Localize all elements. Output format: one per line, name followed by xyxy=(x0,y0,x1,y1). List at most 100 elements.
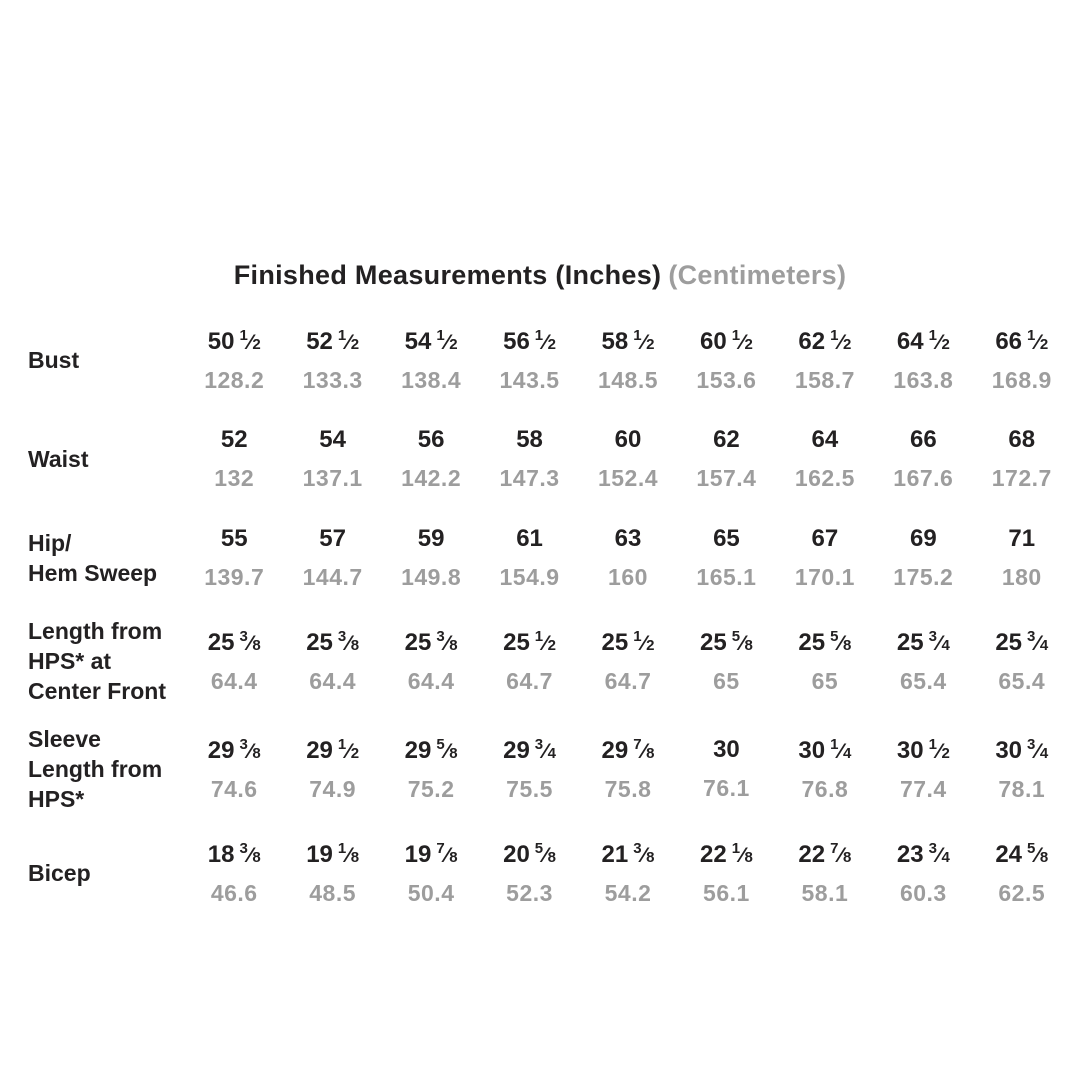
cm-value: 65 xyxy=(713,668,740,694)
measurement-cell: 18 3⁄8 46.6 xyxy=(185,841,283,905)
row-label-line: HPS* at xyxy=(28,648,112,674)
fraction: 5⁄8 xyxy=(535,841,556,867)
fraction-denominator: 2 xyxy=(646,637,655,654)
measurement-cell: 29 7⁄8 75.8 xyxy=(579,737,677,801)
fraction-numerator: 1 xyxy=(436,326,445,344)
fraction-slash: ⁄ xyxy=(642,330,646,354)
measurement-cell: 29 3⁄8 74.6 xyxy=(185,737,283,801)
cm-value: 154.9 xyxy=(499,563,560,590)
fraction-numerator: 1 xyxy=(337,326,347,344)
cm-value: 76.8 xyxy=(801,776,849,802)
cm-value: 54.2 xyxy=(604,879,652,906)
fraction-denominator: 2 xyxy=(350,745,360,762)
fraction: 3⁄4 xyxy=(535,737,556,763)
inches-value: 24 5⁄8 xyxy=(995,839,1049,868)
cm-value: 158.7 xyxy=(794,366,855,393)
fraction: 3⁄8 xyxy=(633,841,654,867)
fraction: 7⁄8 xyxy=(436,841,457,867)
inches-value: 23 3⁄4 xyxy=(896,839,950,868)
fraction: 1⁄2 xyxy=(535,328,556,354)
cm-value: 62.5 xyxy=(998,879,1046,906)
measurement-cell: 56 1⁄2 143.5 xyxy=(480,328,578,392)
inches-value: 52 1⁄2 xyxy=(306,326,360,355)
inches-value: 58 1⁄2 xyxy=(601,326,655,355)
inches-value: 25 1⁄2 xyxy=(601,628,655,656)
fraction-slash: ⁄ xyxy=(740,632,745,655)
fraction-denominator: 8 xyxy=(547,848,556,866)
cm-value: 168.9 xyxy=(991,366,1052,393)
fraction: 3⁄8 xyxy=(338,629,359,655)
cm-value: 78.1 xyxy=(998,776,1046,802)
measurement-cell: 69 175.2 xyxy=(874,526,972,590)
fraction-numerator: 3 xyxy=(239,839,248,857)
inches-value: 25 3⁄8 xyxy=(404,628,458,656)
inches-value: 56 1⁄2 xyxy=(503,326,556,355)
cm-value: 56.1 xyxy=(703,879,750,906)
fraction-numerator: 3 xyxy=(633,839,642,857)
fraction-numerator: 1 xyxy=(928,736,937,753)
row-label-line: Bicep xyxy=(28,859,91,886)
inches-value: 65 xyxy=(713,524,740,552)
inches-value: 25 3⁄8 xyxy=(207,628,261,656)
fraction-denominator: 8 xyxy=(350,848,360,866)
fraction: 1⁄2 xyxy=(929,328,950,354)
inches-value: 25 5⁄8 xyxy=(699,628,753,656)
fraction-slash: ⁄ xyxy=(642,843,646,867)
fraction-slash: ⁄ xyxy=(445,843,449,867)
fraction-numerator: 1 xyxy=(534,628,544,645)
measurement-cell: 22 7⁄8 58.1 xyxy=(776,841,874,905)
measurement-cell: 54 137.1 xyxy=(283,427,381,491)
fraction-denominator: 2 xyxy=(350,335,360,353)
measurement-cell: 25 3⁄8 64.4 xyxy=(382,629,480,693)
fraction-numerator: 3 xyxy=(239,736,248,753)
row-label: Hip/Hem Sweep xyxy=(28,528,185,588)
cm-value: 137.1 xyxy=(302,464,363,491)
cm-value: 58.1 xyxy=(801,879,849,906)
inches-value: 21 3⁄8 xyxy=(601,839,655,868)
inches-value: 60 1⁄2 xyxy=(699,326,753,355)
measurement-cell: 71 180 xyxy=(973,526,1071,589)
inches-value: 59 xyxy=(417,524,445,552)
cm-value: 75.5 xyxy=(506,776,553,802)
cm-value: 52.3 xyxy=(506,879,553,906)
row-label: Bicep xyxy=(28,858,185,888)
cm-value: 46.6 xyxy=(210,879,258,906)
fraction-slash: ⁄ xyxy=(1035,330,1040,354)
measurement-cell: 29 5⁄8 75.2 xyxy=(382,737,480,801)
measurement-cell: 25 5⁄8 65 xyxy=(776,629,874,693)
measurement-cell: 60 1⁄2 153.6 xyxy=(677,328,775,392)
fraction: 1⁄2 xyxy=(535,629,556,655)
inches-value: 55 xyxy=(220,524,248,552)
fraction-denominator: 4 xyxy=(1039,745,1049,762)
cm-value: 64.7 xyxy=(604,668,652,694)
fraction-slash: ⁄ xyxy=(838,632,843,655)
fraction-slash: ⁄ xyxy=(445,740,449,763)
inches-value: 25 3⁄4 xyxy=(995,628,1049,656)
fraction-slash: ⁄ xyxy=(543,330,548,354)
fraction-denominator: 8 xyxy=(744,637,753,654)
inches-value: 25 1⁄2 xyxy=(503,628,556,656)
cm-value: 175.2 xyxy=(893,563,954,590)
cm-value: 64.4 xyxy=(210,668,258,694)
table-row: Sleeve Length from HPS* 29 3⁄8 74.6 29 1⁄2 74.9 2… xyxy=(28,715,1071,823)
fraction-denominator: 8 xyxy=(842,637,852,654)
measurement-cell: 59 149.8 xyxy=(382,524,480,589)
fraction-denominator: 2 xyxy=(1039,335,1049,353)
fraction-numerator: 1 xyxy=(633,628,642,645)
measurement-cell: 25 3⁄4 65.4 xyxy=(973,629,1071,693)
fraction-denominator: 4 xyxy=(941,637,950,654)
fraction-denominator: 2 xyxy=(842,335,852,353)
row-label-line: HPS* xyxy=(28,786,85,812)
fraction-slash: ⁄ xyxy=(346,740,351,763)
fraction-slash: ⁄ xyxy=(346,330,351,354)
fraction: 5⁄8 xyxy=(436,737,457,763)
fraction-numerator: 3 xyxy=(928,628,937,645)
measurement-cell: 55 139.7 xyxy=(185,524,283,589)
inches-value: 30 1⁄4 xyxy=(798,736,852,764)
inches-value: 67 xyxy=(811,524,839,552)
fraction: 3⁄4 xyxy=(1027,737,1048,763)
fraction-numerator: 1 xyxy=(928,326,937,344)
measurement-cell: 52 1⁄2 133.3 xyxy=(283,328,381,392)
fraction-numerator: 3 xyxy=(337,628,347,645)
fraction: 1⁄2 xyxy=(436,328,457,354)
